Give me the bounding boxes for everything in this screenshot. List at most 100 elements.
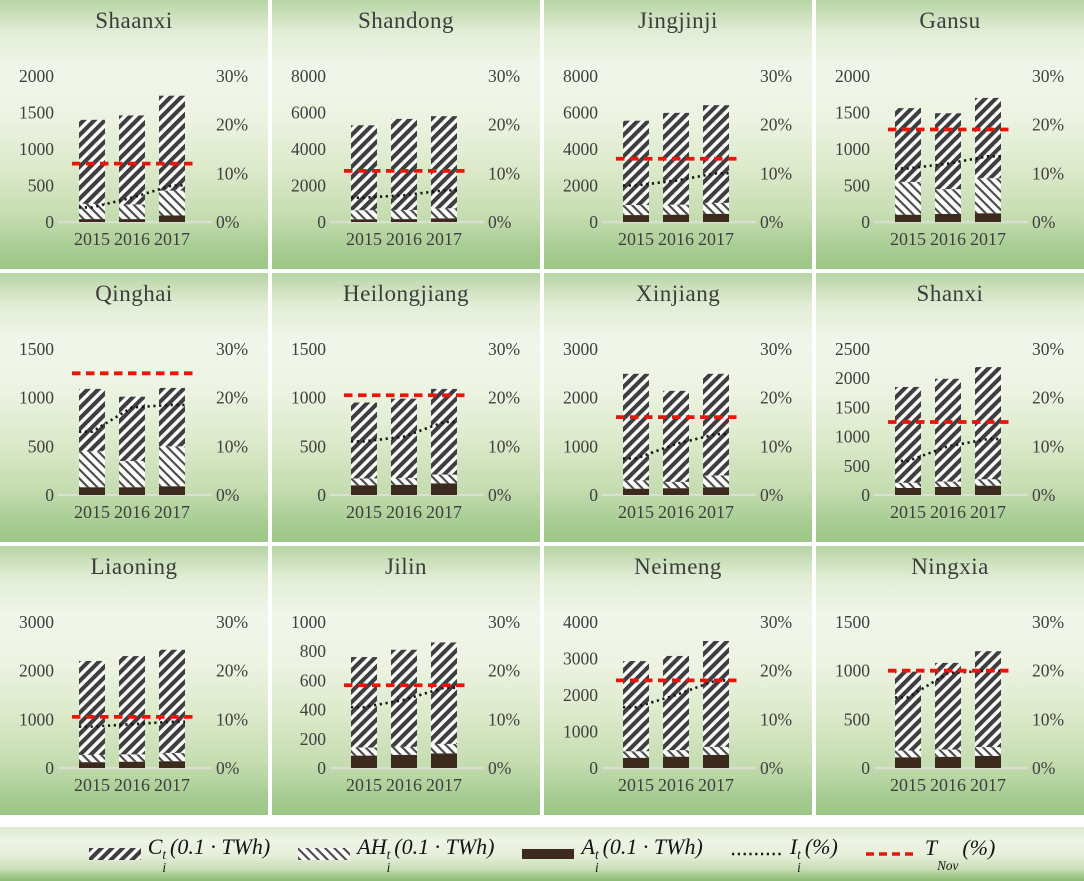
bar-segment-a-2015 [351, 219, 377, 222]
right-axis-tick: 20% [216, 388, 248, 408]
bar-segment-ah-2016 [119, 204, 145, 220]
bar-segment-a-2016 [119, 219, 145, 222]
chart-title: Ningxia [911, 554, 989, 579]
bar-segment-c-2016 [935, 378, 961, 482]
right-axis-tick: 30% [1032, 612, 1064, 632]
left-axis-tick: 500 [844, 176, 871, 196]
x-axis-year-label: 2015 [890, 229, 926, 249]
bar-segment-ah-2015 [895, 482, 921, 488]
left-axis-tick: 800 [300, 641, 327, 661]
right-axis-tick: 0% [488, 758, 511, 778]
chart-title: Gansu [919, 8, 981, 33]
x-axis-year-label: 2016 [386, 775, 422, 795]
left-axis-tick: 3000 [19, 612, 54, 632]
bar-segment-a-2015 [79, 219, 105, 222]
bar-segment-c-2017 [159, 649, 185, 753]
right-axis-tick: 20% [760, 388, 792, 408]
right-axis-tick: 10% [760, 436, 792, 456]
right-axis-tick: 20% [760, 115, 792, 135]
chart-title: Shanxi [916, 281, 984, 306]
bar-segment-a-2016 [119, 487, 145, 495]
bar-segment-c-2015 [895, 386, 921, 483]
bar-segment-a-2017 [975, 485, 1001, 495]
chart-title: Shandong [358, 8, 454, 33]
x-axis-year-label: 2017 [154, 775, 190, 795]
right-axis-tick: 20% [760, 661, 792, 681]
bar-segment-c-2015 [895, 671, 921, 751]
bar-segment-c-2017 [703, 373, 729, 476]
bar-segment-ah-2017 [975, 747, 1001, 756]
right-axis-tick: 30% [216, 66, 248, 86]
left-axis-tick: 0 [589, 212, 598, 232]
bar-segment-ah-2015 [79, 451, 105, 488]
bar-segment-a-2017 [975, 213, 1001, 222]
left-axis-tick: 0 [861, 758, 870, 778]
bar-segment-a-2015 [895, 487, 921, 495]
bar-segment-a-2015 [79, 487, 105, 495]
left-axis-tick: 1500 [19, 339, 54, 359]
right-axis-tick: 0% [760, 485, 783, 505]
left-axis-tick: 1000 [563, 436, 598, 456]
bar-segment-a-2017 [703, 487, 729, 495]
bar-segment-ah-2017 [703, 202, 729, 214]
bar-segment-ah-2016 [663, 481, 689, 489]
bar-segment-ah-2016 [119, 754, 145, 762]
left-axis-tick: 2000 [563, 685, 598, 705]
left-axis-tick: 1000 [19, 709, 54, 729]
bar-segment-a-2016 [391, 754, 417, 768]
bar-segment-ah-2015 [79, 754, 105, 763]
bar-segment-ah-2017 [703, 746, 729, 755]
right-axis-tick: 10% [488, 709, 520, 729]
bar-segment-ah-2015 [79, 203, 105, 220]
bar-segment-a-2015 [895, 214, 921, 222]
bar-segment-c-2015 [623, 120, 649, 206]
right-axis-tick: 0% [216, 485, 239, 505]
left-axis-tick: 1000 [19, 139, 54, 159]
bar-segment-a-2017 [703, 754, 729, 768]
bar-segment-c-2017 [703, 640, 729, 747]
bar-segment-a-2016 [663, 756, 689, 768]
chart-canvas-shaanxi: 0 500 1000 1500 2000 0% 10% 20% 30% 2015 2016 2017 [19, 66, 248, 249]
bar-segment-ah-2017 [703, 475, 729, 488]
bar-segment-ah-2016 [119, 460, 145, 488]
x-axis-year-label: 2017 [154, 502, 190, 522]
right-axis-tick: 30% [488, 339, 520, 359]
right-axis-tick: 30% [488, 612, 520, 632]
chart-canvas-qinghai: 0 500 1000 1500 0% 10% 20% 30% 2015 2016 2017 [19, 339, 248, 522]
bar-segment-a-2017 [159, 761, 185, 768]
x-axis-year-label: 2015 [618, 502, 654, 522]
bar-segment-c-2017 [431, 116, 457, 209]
x-axis-year-label: 2016 [930, 775, 966, 795]
bar-segment-c-2016 [119, 656, 145, 755]
left-axis-tick: 1000 [835, 139, 870, 159]
left-axis-tick: 0 [45, 212, 54, 232]
chart-panel-jingjinji: Jingjinji 0 2000 4000 6000 8000 0% 10% 20% 30% 20… [544, 0, 812, 269]
x-axis-year-label: 2017 [698, 775, 734, 795]
bar-segment-c-2015 [623, 373, 649, 481]
x-axis-year-label: 2017 [698, 502, 734, 522]
legend-label-tnov: T Nov (%) [924, 835, 996, 874]
right-axis-tick: 0% [1032, 212, 1055, 232]
right-axis-tick: 20% [488, 388, 520, 408]
right-axis-tick: 10% [488, 436, 520, 456]
bar-segment-a-2015 [351, 755, 377, 768]
x-axis-year-label: 2017 [698, 229, 734, 249]
right-axis-tick: 30% [760, 339, 792, 359]
bar-segment-a-2017 [431, 218, 457, 222]
i-pct-dotted-line [895, 155, 1001, 170]
bar-segment-ah-2017 [159, 446, 185, 487]
right-axis-tick: 10% [760, 163, 792, 183]
bar-segment-a-2016 [391, 484, 417, 495]
chart-title: Xinjiang [635, 281, 721, 306]
i-pct-dotted-line [895, 669, 1001, 699]
left-axis-tick: 1500 [835, 397, 870, 417]
i-pct-dotted-line [351, 189, 457, 199]
left-axis-tick: 0 [861, 212, 870, 232]
left-axis-tick: 0 [317, 212, 326, 232]
bar-segment-ah-2016 [663, 750, 689, 757]
chart-canvas-shandong: 0 2000 4000 6000 8000 0% 10% 20% 30% 2015 2016 2017 [291, 66, 520, 249]
chart-title: Jilin [384, 554, 428, 579]
